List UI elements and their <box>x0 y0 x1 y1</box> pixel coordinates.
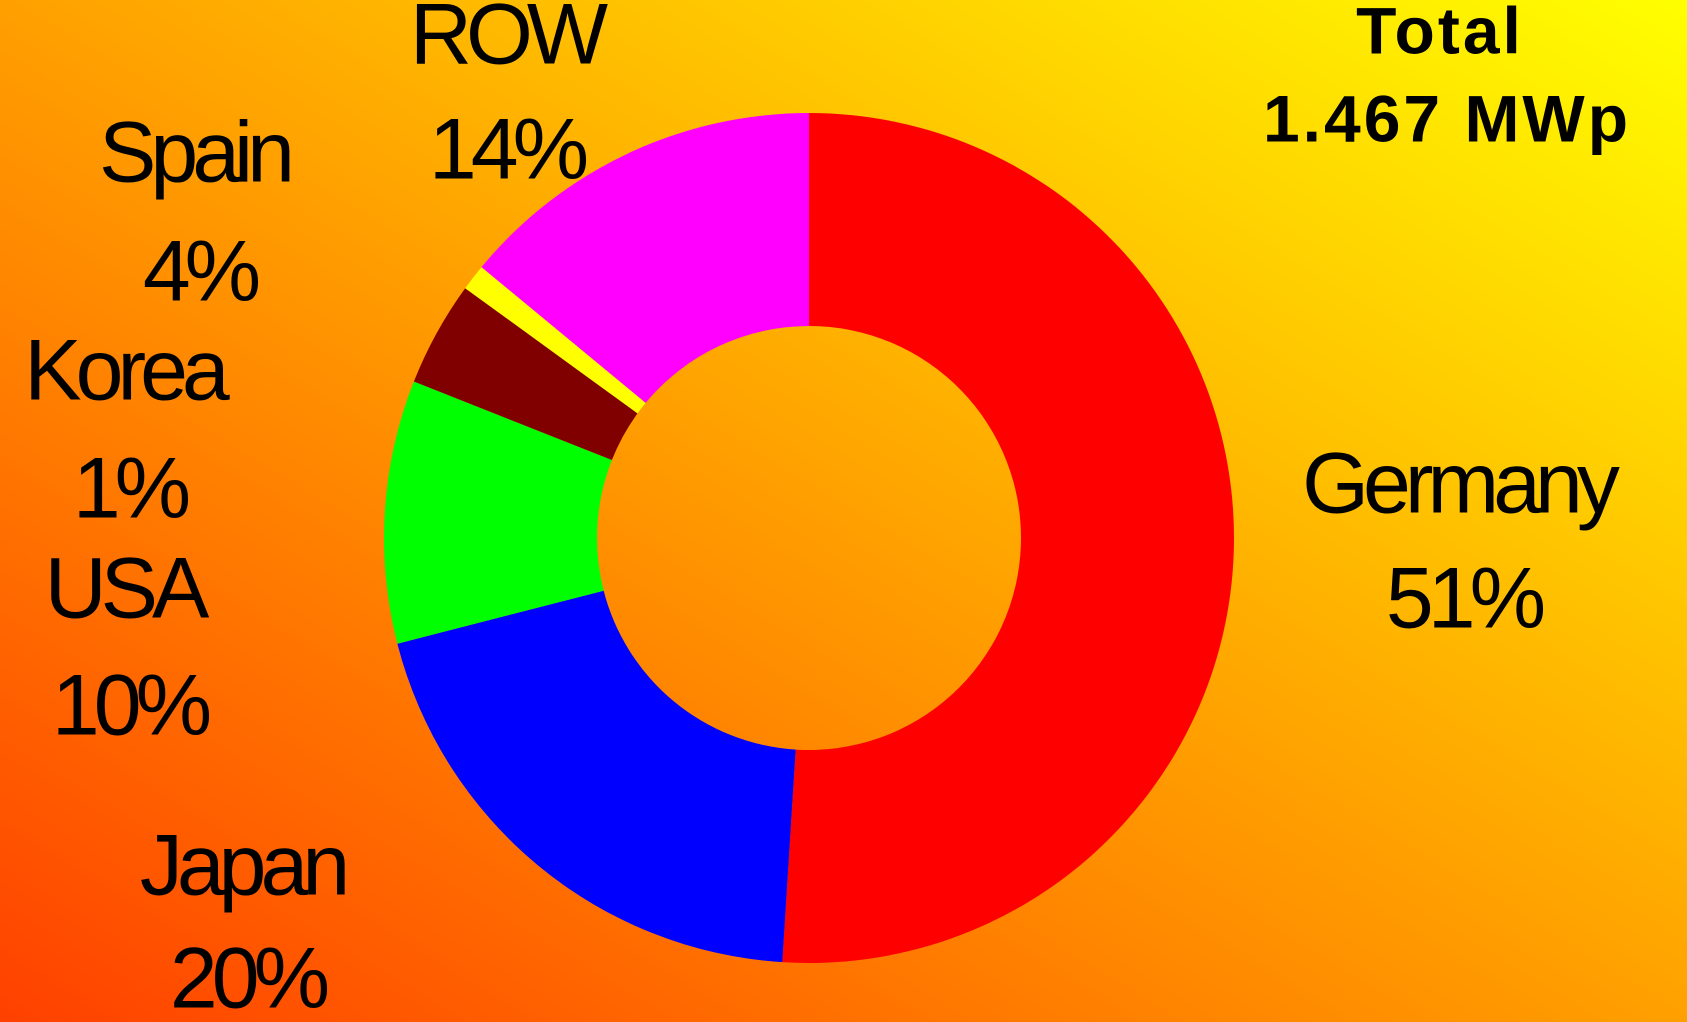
slice-label: Korea <box>24 323 230 419</box>
donut-slice <box>481 113 809 403</box>
chart-title: Total <box>1356 0 1524 67</box>
slice-value-label: 20% <box>170 931 328 1022</box>
slice-value-label: 14% <box>429 102 587 198</box>
slice-label: Spain <box>99 105 290 201</box>
donut-slice <box>384 381 612 644</box>
slice-value-label: 1% <box>73 441 189 537</box>
donut-slice <box>413 288 638 460</box>
slice-label: USA <box>45 541 210 637</box>
slice-label: Germany <box>1302 436 1620 532</box>
chart-subtitle: 1.467 MWp <box>1263 81 1631 155</box>
donut-slice <box>465 267 646 414</box>
donut-slice <box>397 590 796 963</box>
slice-value-label: 51% <box>1386 551 1544 647</box>
donut-slice <box>782 113 1235 963</box>
slice-value-label: 10% <box>52 658 210 754</box>
slice-label: Japan <box>140 818 345 914</box>
slice-value-label: 4% <box>143 224 259 320</box>
slice-label: ROW <box>410 0 608 83</box>
